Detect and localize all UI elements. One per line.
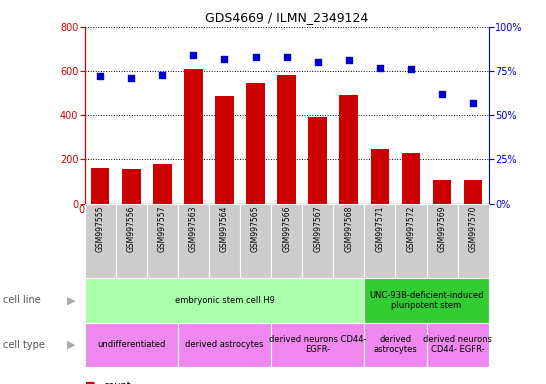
Text: cell type: cell type <box>3 339 45 350</box>
Point <box>313 59 322 65</box>
Text: GSM997570: GSM997570 <box>468 206 478 252</box>
Bar <box>308 118 327 204</box>
Bar <box>371 149 389 204</box>
Text: count: count <box>104 381 132 384</box>
Bar <box>271 323 364 367</box>
Bar <box>147 204 178 278</box>
Bar <box>240 204 271 278</box>
Text: embryonic stem cell H9: embryonic stem cell H9 <box>175 296 275 305</box>
Bar <box>458 204 489 278</box>
Text: ▶: ▶ <box>67 295 75 306</box>
Bar <box>433 180 452 204</box>
Bar <box>364 323 426 367</box>
Point <box>407 66 416 72</box>
Point <box>220 56 229 62</box>
Bar <box>426 204 458 278</box>
Point <box>127 75 135 81</box>
Bar <box>215 96 234 204</box>
Point <box>345 57 353 63</box>
Text: GSM997564: GSM997564 <box>220 206 229 252</box>
Bar <box>184 69 203 204</box>
Text: GSM997555: GSM997555 <box>96 206 105 252</box>
Bar <box>209 204 240 278</box>
Text: GSM997567: GSM997567 <box>313 206 322 252</box>
Point <box>96 73 104 79</box>
Bar <box>122 169 140 204</box>
Point <box>438 91 447 97</box>
Bar <box>426 323 489 367</box>
Bar <box>277 76 296 204</box>
Bar <box>85 204 116 278</box>
Point <box>282 54 291 60</box>
Text: GSM997557: GSM997557 <box>158 206 167 252</box>
Bar <box>364 204 395 278</box>
Bar <box>153 164 171 204</box>
Bar <box>91 168 110 204</box>
Bar <box>333 204 364 278</box>
Text: GSM997556: GSM997556 <box>127 206 136 252</box>
Bar <box>178 323 271 367</box>
Title: GDS4669 / ILMN_2349124: GDS4669 / ILMN_2349124 <box>205 11 368 24</box>
Bar <box>402 153 420 204</box>
Bar <box>302 204 333 278</box>
Bar <box>85 278 364 323</box>
Bar <box>85 323 178 367</box>
Text: GSM997571: GSM997571 <box>376 206 384 252</box>
Text: GSM997572: GSM997572 <box>406 206 416 252</box>
Text: derived
astrocytes: derived astrocytes <box>373 335 417 354</box>
Text: undifferentiated: undifferentiated <box>97 340 165 349</box>
Text: GSM997563: GSM997563 <box>189 206 198 252</box>
Text: GSM997569: GSM997569 <box>437 206 447 252</box>
Bar <box>178 204 209 278</box>
Text: derived astrocytes: derived astrocytes <box>185 340 264 349</box>
Bar <box>464 180 483 204</box>
Point <box>158 71 167 78</box>
Point <box>376 65 384 71</box>
Bar <box>340 95 358 204</box>
Bar <box>271 204 302 278</box>
Bar <box>395 204 426 278</box>
Point <box>189 52 198 58</box>
Point <box>251 54 260 60</box>
Bar <box>364 278 489 323</box>
Text: cell line: cell line <box>3 295 40 306</box>
Text: derived neurons
CD44- EGFR-: derived neurons CD44- EGFR- <box>423 335 492 354</box>
Point <box>469 100 478 106</box>
Text: GSM997565: GSM997565 <box>251 206 260 252</box>
Text: ▶: ▶ <box>67 339 75 350</box>
Text: UNC-93B-deficient-induced
pluripotent stem: UNC-93B-deficient-induced pluripotent st… <box>369 291 484 310</box>
Bar <box>116 204 147 278</box>
Text: GSM997568: GSM997568 <box>345 206 353 252</box>
Text: 0: 0 <box>79 205 85 215</box>
Bar <box>246 83 265 204</box>
Text: GSM997566: GSM997566 <box>282 206 291 252</box>
Text: ■: ■ <box>85 381 95 384</box>
Text: derived neurons CD44-
EGFR-: derived neurons CD44- EGFR- <box>269 335 366 354</box>
